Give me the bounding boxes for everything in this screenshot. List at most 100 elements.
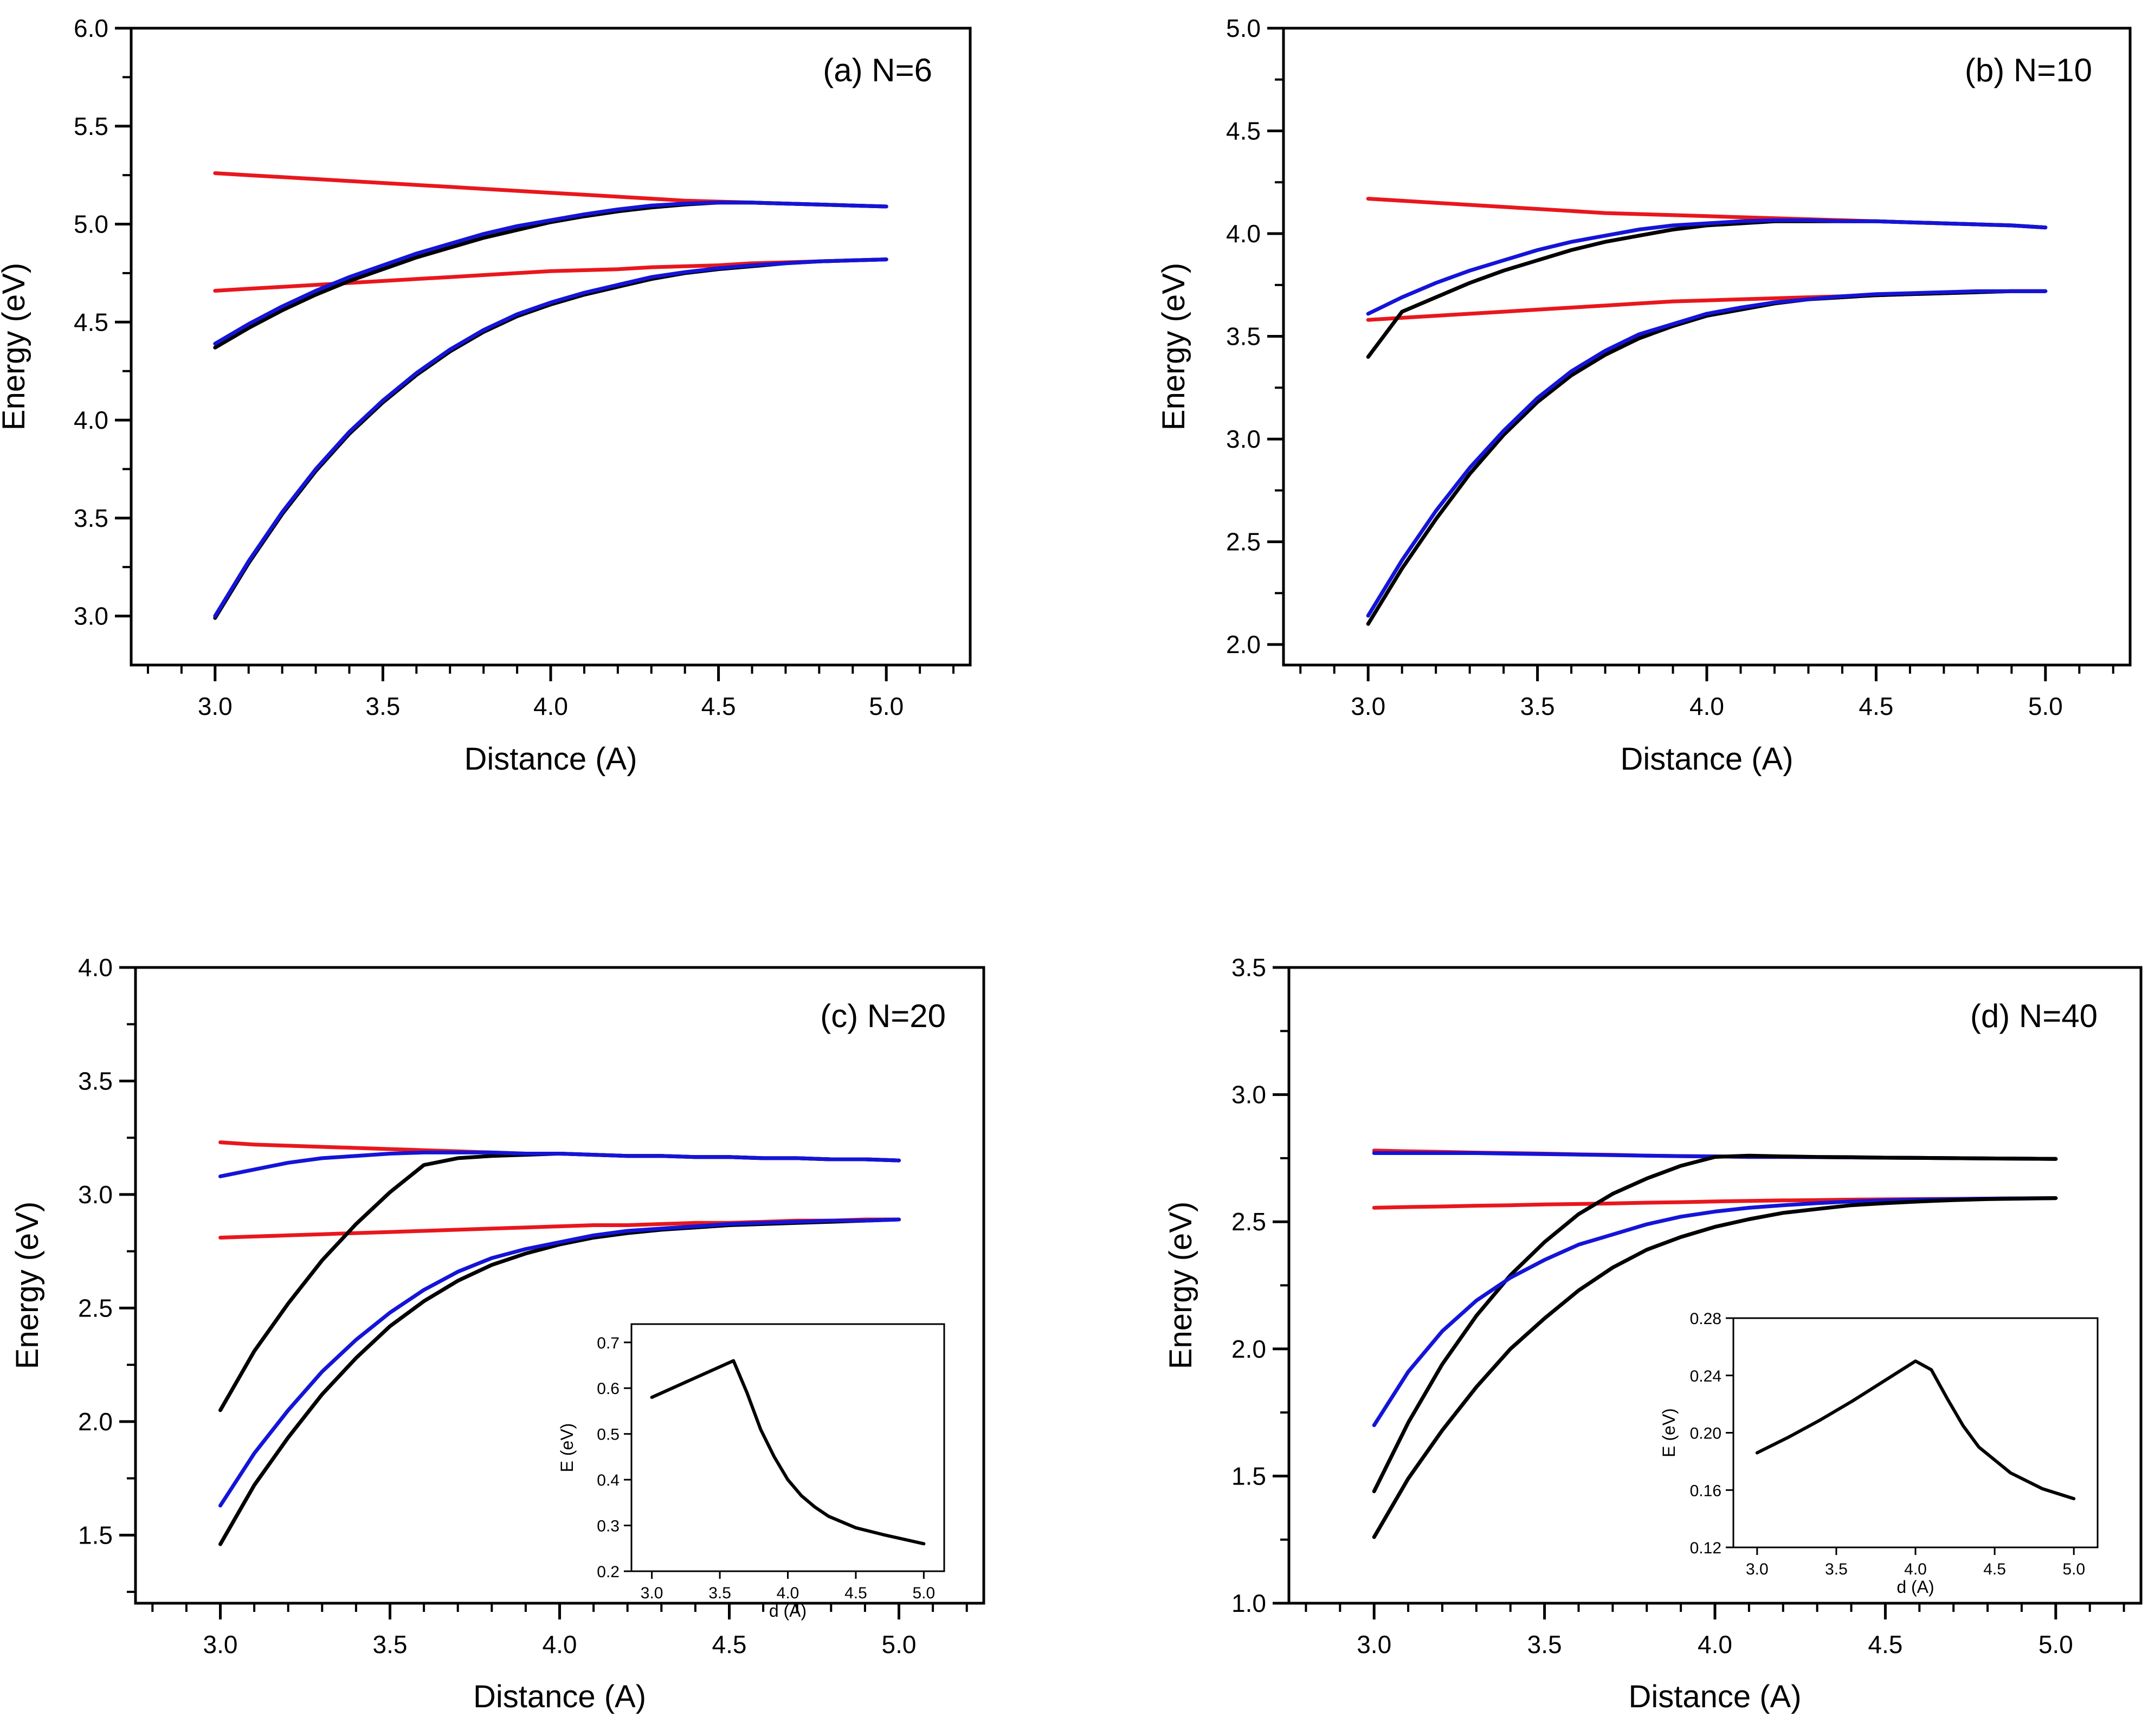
inset-y-tick-label: 0.2 [597,1563,620,1581]
inset-y-tick-label: 0.4 [597,1472,620,1489]
x-tick-label: 4.0 [533,692,568,720]
inset-y-tick-label: 0.24 [1690,1367,1721,1385]
series-line-blue-lower [213,257,888,618]
y-tick-label: 3.5 [78,1067,113,1095]
y-tick-label: 4.5 [74,308,108,336]
y-tick-label: 4.0 [74,406,108,434]
y-axis-label: Energy (eV) [10,1202,45,1369]
plot-frame [1282,27,2132,667]
x-tick-label: 3.0 [1351,692,1385,720]
x-tick-label: 3.0 [203,1630,238,1658]
x-tick-label: 5.0 [869,692,904,720]
x-axis-label: Distance (A) [464,741,637,777]
plot-frame [1287,966,2143,1605]
y-tick-label: 1.5 [1231,1462,1266,1490]
inset-x-axis-label: d (A) [1897,1577,1934,1597]
inset-y-tick-label: 0.3 [597,1518,620,1535]
y-axis-label: Energy (eV) [0,263,31,430]
plot-frame [134,966,985,1605]
minor-ticks [127,1023,968,1612]
x-tick-label: 4.0 [1689,692,1724,720]
y-axis-label: Energy (eV) [1156,263,1191,430]
x-tick-label: 5.0 [882,1630,917,1658]
inset-frame [1732,1317,2099,1548]
inset-y-axis-label: E (eV) [1659,1408,1679,1457]
series-line-blue-lower [218,1217,901,1508]
inset-y-tick-label: 0.7 [597,1334,620,1352]
inset-y-axis-label: E (eV) [557,1423,577,1473]
series-line-red-upper [213,171,888,209]
x-tick-label: 3.0 [1357,1630,1391,1658]
series-line-blue-upper [1366,218,2048,316]
inset-x-tick-label: 4.0 [777,1584,799,1602]
y-tick-label: 2.0 [1226,630,1261,659]
y-axis-label: Energy (eV) [1163,1202,1198,1369]
panel-annotation: (d) N=40 [1970,998,2098,1034]
inset-y-tick-label: 0.12 [1690,1539,1721,1557]
inset-y-tick-label: 0.20 [1690,1425,1721,1443]
inset-y-tick-label: 0.28 [1690,1310,1721,1328]
inset-x-tick-label: 4.0 [1904,1560,1927,1578]
y-tick-label: 6.0 [74,14,108,42]
x-tick-label: 3.5 [1527,1630,1562,1658]
x-axis-label: Distance (A) [1620,741,1793,777]
y-tick-label: 3.0 [78,1180,113,1209]
y-tick-label: 2.0 [1231,1335,1266,1363]
inset-y-tick-label: 0.16 [1690,1482,1721,1500]
series-line-blue-lower [1366,289,2048,618]
minor-ticks [1275,78,2114,674]
y-tick-label: 3.0 [1231,1081,1266,1109]
inset-x-tick-label: 4.5 [1983,1560,2006,1578]
inset-chart: 3.0 3.5 4.0 4.5 5.0 0.12 0.16 0.20 0.24 0.28 d (A)… [1659,1310,2099,1597]
x-tick-label: 5.0 [2039,1630,2073,1658]
y-tick-label: 2.5 [1226,528,1261,556]
x-tick-label: 3.5 [365,692,400,720]
series-line-black-upper [1372,1153,2058,1494]
inset-x-tick-label: 5.0 [913,1584,936,1602]
x-tick-label: 4.5 [1859,692,1893,720]
x-tick-label: 4.0 [1698,1630,1732,1658]
y-tick-label: 3.0 [1226,425,1261,453]
inset-x-tick-label: 3.5 [708,1584,731,1602]
panel-c: 3.0 3.5 4.0 4.5 5.0 1.5 2.0 2.5 3.0 3.5 4.0 Distanc… [10,953,985,1714]
x-tick-label: 3.5 [373,1630,408,1658]
inset-chart: 3.0 3.5 4.0 4.5 5.0 0.2 0.3 0.4 0.5 0.6 0.7 d (A) E … [557,1323,945,1621]
plot-frame [130,27,972,667]
inset-y-tick-label: 0.5 [597,1426,620,1444]
y-tick-label: 5.5 [74,112,108,140]
x-tick-label: 3.0 [198,692,233,720]
inset-series-line [650,1359,926,1546]
x-tick-label: 4.5 [712,1630,747,1658]
inset-x-tick-label: 5.0 [2062,1560,2085,1578]
series-line-black-lower [213,257,888,620]
y-tick-label: 5.0 [1226,14,1261,42]
y-tick-label: 3.0 [74,602,108,630]
panel-b: 3.0 3.5 4.0 4.5 5.0 2.0 2.5 3.0 3.5 4.0 4.5 5.0 Dist… [1156,14,2132,777]
x-axis-label: Distance (A) [473,1679,646,1714]
series-line-black-lower [218,1217,901,1546]
y-tick-label: 3.5 [1226,322,1261,351]
inset-frame [630,1323,945,1572]
y-tick-label: 3.5 [74,504,108,532]
series-line-blue-upper [218,1150,901,1178]
panel-annotation: (a) N=6 [823,52,932,88]
series-line-black-lower [1372,1196,2058,1539]
inset-series-line [1755,1359,2076,1501]
panel-a: 3.0 3.5 4.0 4.5 5.0 3.0 3.5 4.0 4.5 5.0 5.5 6.0 Dist… [0,14,972,777]
y-tick-label: 5.0 [74,210,108,238]
y-tick-label: 4.5 [1226,117,1261,145]
x-tick-label: 3.5 [1520,692,1555,720]
x-tick-label: 5.0 [2028,692,2063,720]
y-tick-label: 4.0 [78,953,113,982]
y-tick-label: 3.5 [1231,953,1266,982]
series-line-blue-upper [213,201,888,346]
inset-x-tick-label: 3.0 [1746,1560,1769,1578]
inset-x-tick-label: 3.5 [1825,1560,1848,1578]
minor-ticks [122,76,955,674]
panel-annotation: (b) N=10 [1965,52,2092,88]
panel-d: 3.0 3.5 4.0 4.5 5.0 1.0 1.5 2.0 2.5 3.0 3.5 Distanc… [1163,953,2143,1714]
series-line-black-upper [1366,219,2048,359]
inset-x-tick-label: 4.5 [844,1584,867,1602]
panel-annotation: (c) N=20 [820,998,946,1034]
y-tick-label: 2.5 [78,1294,113,1322]
